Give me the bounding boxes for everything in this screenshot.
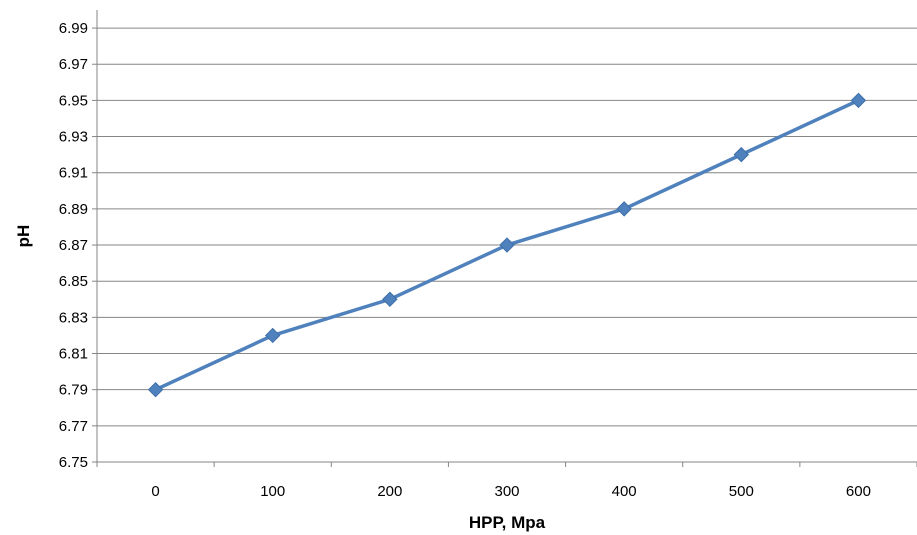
y-tick-label: 6.87 xyxy=(59,237,88,254)
y-tick-label: 6.83 xyxy=(59,309,88,326)
y-tick-label: 6.97 xyxy=(59,56,88,73)
axes xyxy=(92,10,917,467)
y-tick-label: 6.79 xyxy=(59,382,88,399)
x-tick-label: 500 xyxy=(729,483,754,500)
x-tick-label: 0 xyxy=(151,483,159,500)
y-tick-label: 6.99 xyxy=(59,20,88,37)
y-tick-label: 6.95 xyxy=(59,92,88,109)
series-group xyxy=(147,92,867,398)
x-tick-label: 400 xyxy=(612,483,637,500)
y-tick-label: 6.77 xyxy=(59,418,88,435)
x-tick-labels: 0 100 200 300 400 500 600 xyxy=(151,483,871,500)
data-point-marker xyxy=(733,146,749,163)
y-tick-label: 6.85 xyxy=(59,273,88,290)
y-tick-label: 6.81 xyxy=(59,346,88,363)
data-point-marker xyxy=(382,291,398,307)
data-point-marker xyxy=(616,201,632,217)
x-tick-label: 200 xyxy=(377,483,402,500)
x-axis-title: HPP, Mpa xyxy=(469,513,546,532)
y-tick-labels: 6.75 6.77 6.79 6.81 6.83 6.85 6.87 6.89 6.91 6.93… xyxy=(59,20,88,471)
x-tick-label: 600 xyxy=(846,483,871,500)
x-tick-label: 300 xyxy=(494,483,519,500)
gridlines xyxy=(97,27,917,427)
y-axis-title: pH xyxy=(14,225,33,248)
y-tick-label: 6.91 xyxy=(59,165,88,182)
y-tick-label: 6.89 xyxy=(59,201,88,218)
data-point-marker xyxy=(850,92,867,109)
data-point-marker xyxy=(265,327,281,344)
y-tick-label: 6.75 xyxy=(59,454,88,471)
x-tick-label: 100 xyxy=(260,483,285,500)
data-point-marker xyxy=(147,381,164,398)
data-point-marker xyxy=(499,237,515,253)
y-tick-label: 6.93 xyxy=(59,129,88,146)
